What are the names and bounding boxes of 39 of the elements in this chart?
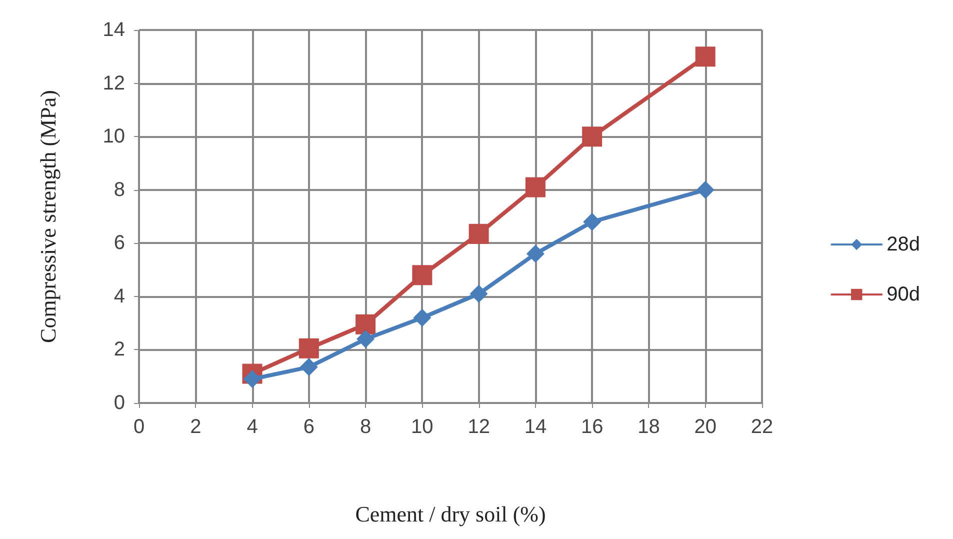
y-tick-label: 12	[102, 72, 125, 94]
point	[298, 338, 319, 358]
point	[468, 224, 489, 244]
x-tick-label: 2	[190, 416, 202, 438]
point	[413, 308, 432, 327]
x-tick-label: 0	[133, 416, 145, 438]
point	[356, 330, 375, 348]
y-tick-label: 8	[114, 178, 125, 201]
point	[470, 284, 488, 303]
x-tick-label: 16	[580, 416, 604, 438]
y-tick-label: 4	[114, 285, 125, 308]
y-tick-label: 14	[102, 19, 125, 41]
y-tick-label: 6	[114, 232, 125, 254]
point	[412, 265, 432, 286]
x-tick-label: 22	[750, 416, 774, 438]
y-tick-label: 10	[102, 126, 125, 148]
point	[582, 126, 602, 147]
x-tick-label: 8	[360, 416, 372, 438]
point	[696, 180, 714, 199]
x-tick-label: 4	[246, 416, 258, 438]
x-tick-label: 10	[411, 416, 434, 438]
x-tick-label: 12	[468, 416, 490, 438]
y-tick-label: 0	[114, 392, 125, 414]
point	[300, 358, 318, 376]
point	[583, 212, 602, 231]
y-tick-label: 2	[114, 338, 125, 361]
point	[243, 370, 262, 388]
legend-label: 90d	[886, 284, 920, 306]
x-tick-label: 6	[303, 416, 314, 438]
point	[356, 314, 376, 334]
x-tick-label: 18	[638, 416, 660, 438]
x-axis-title: Cement / dry soil (%)	[355, 502, 546, 526]
point	[695, 46, 716, 67]
x-tick-label: 20	[694, 416, 716, 438]
x-tick-label: 14	[524, 416, 547, 438]
legend-label: 28d	[886, 234, 920, 256]
point	[525, 177, 546, 198]
y-axis-title: Compressive strength (MPa)	[36, 90, 60, 343]
point	[526, 244, 544, 263]
